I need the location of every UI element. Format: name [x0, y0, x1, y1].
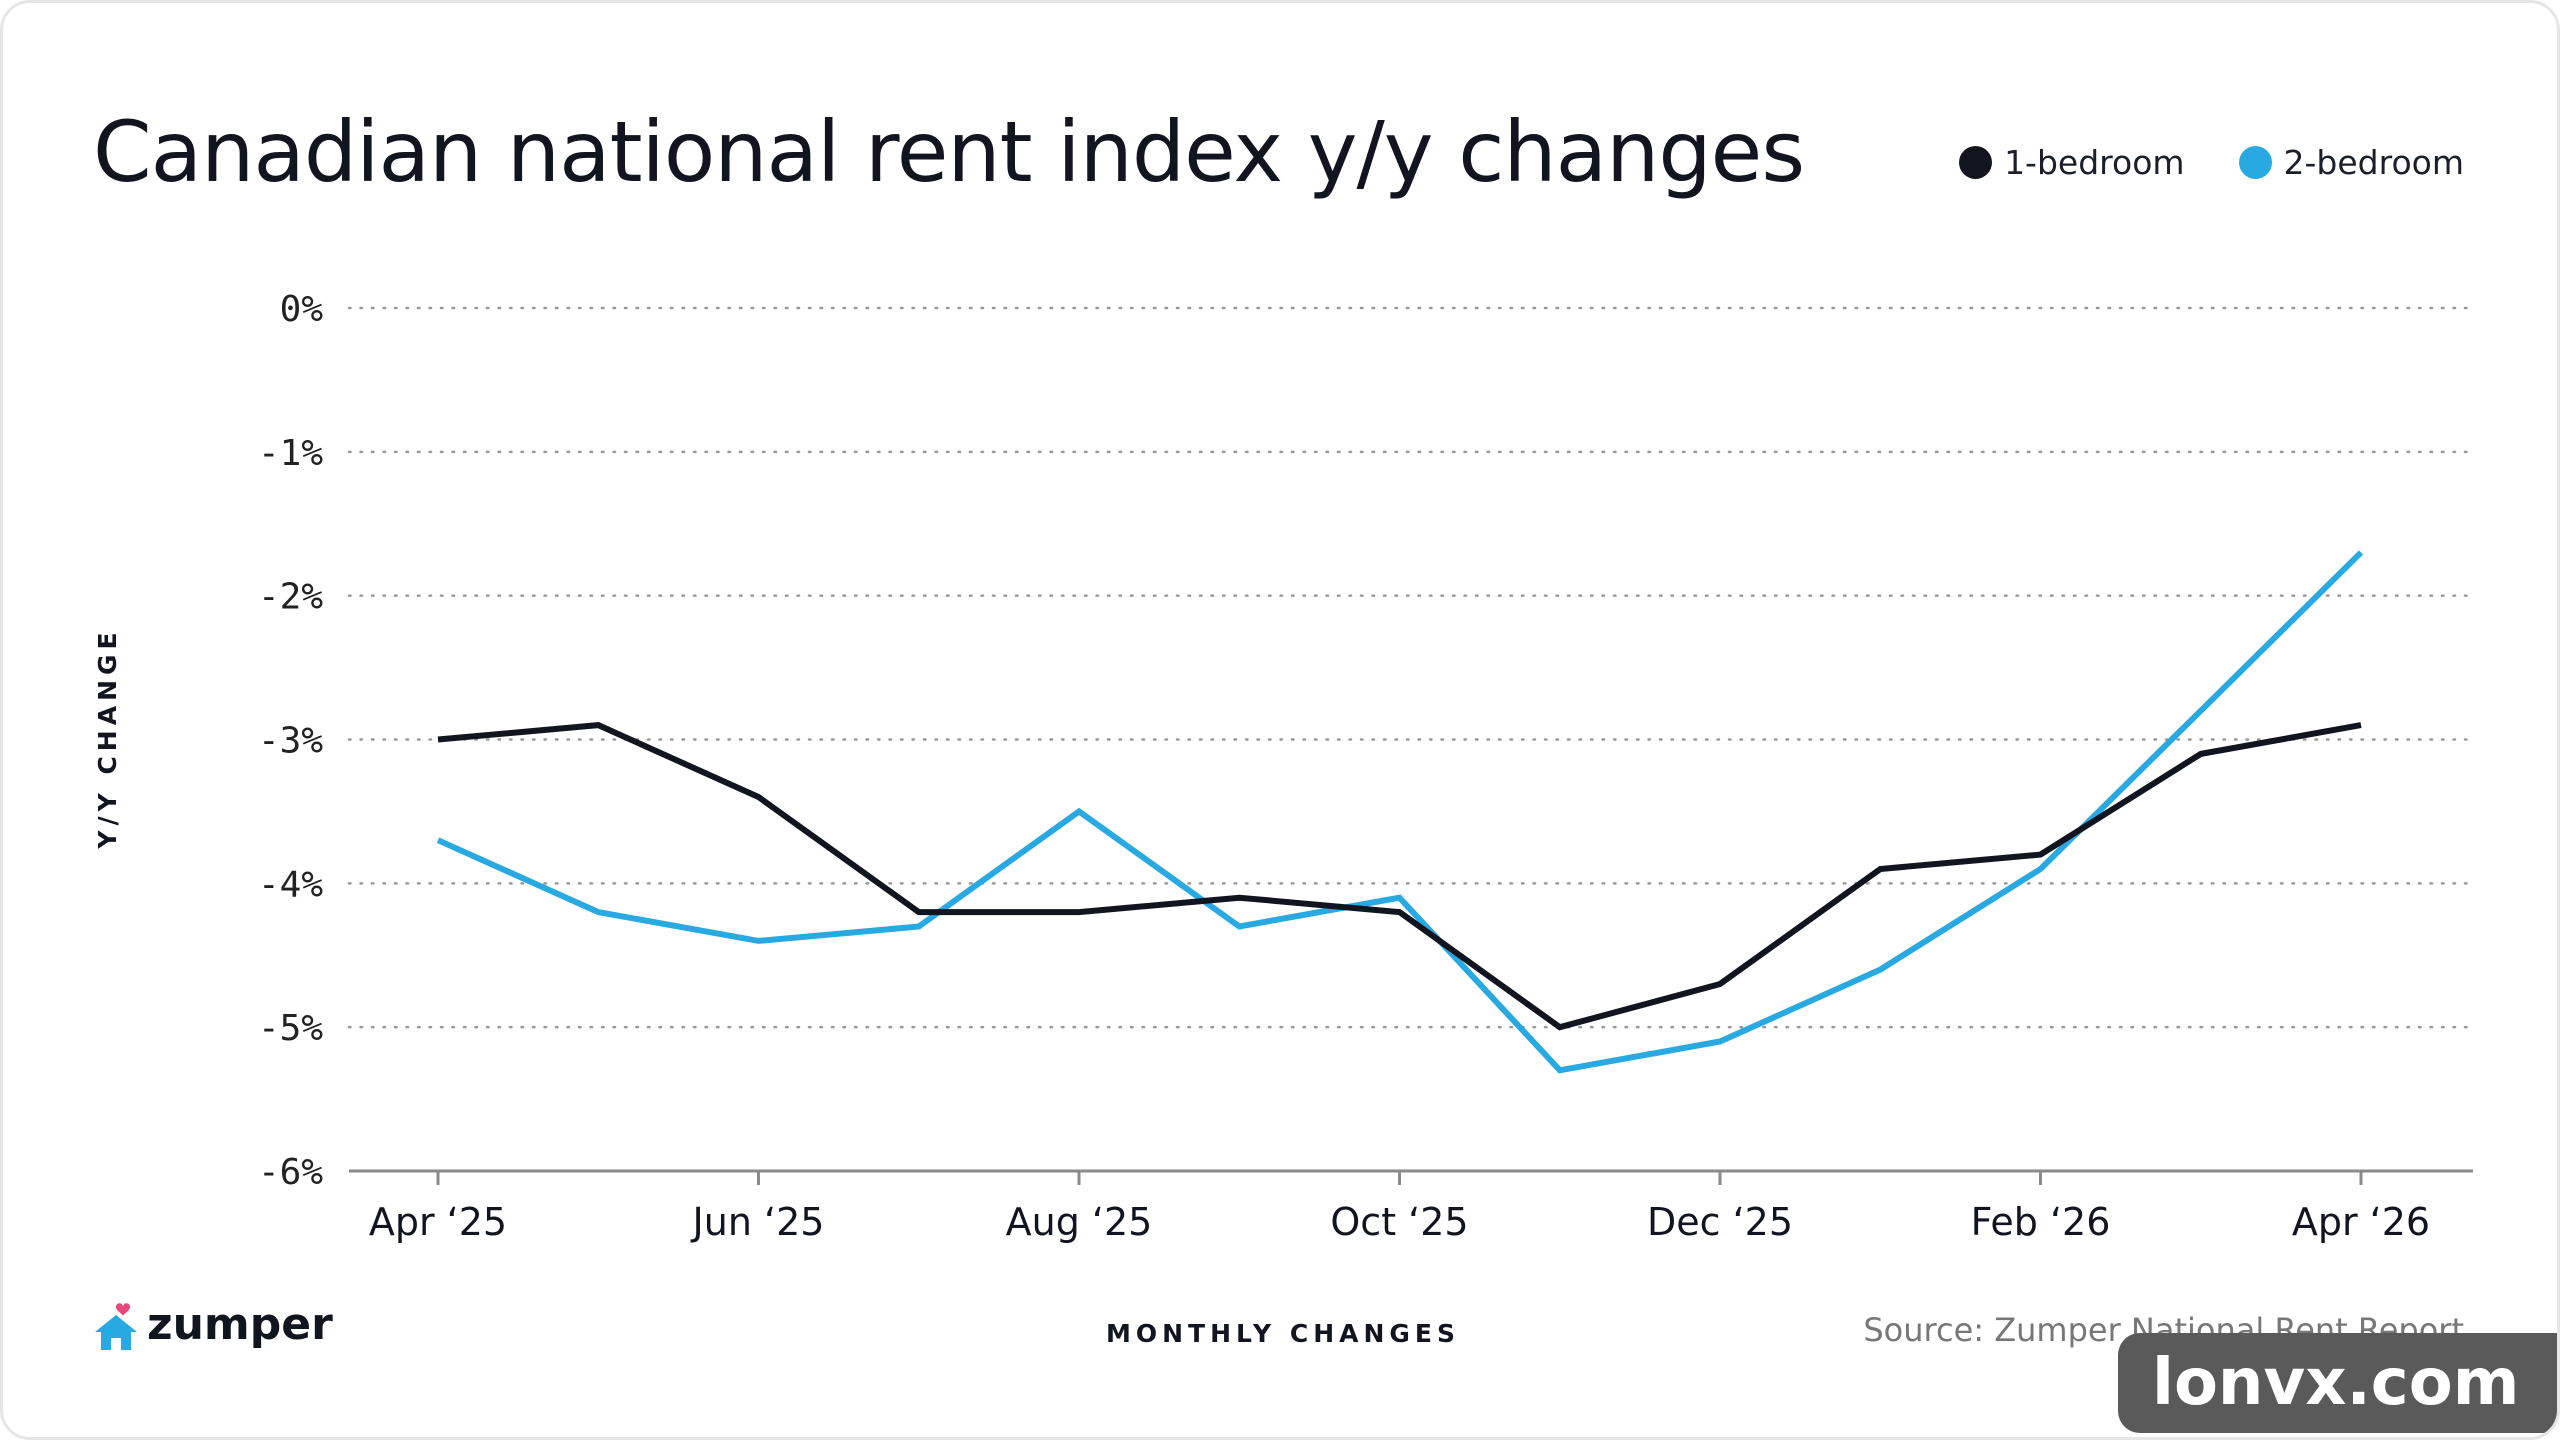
zumper-logo: zumper: [93, 1298, 333, 1350]
x-tick-label: Feb ‘26: [1971, 1200, 2111, 1244]
legend-swatch-2-bedroom: [2238, 146, 2272, 179]
x-tick-label: Dec ‘25: [1647, 1200, 1793, 1244]
legend-item-2-bedroom: 2-bedroom: [2238, 143, 2464, 182]
legend-item-1-bedroom: 1-bedroom: [1959, 143, 2185, 182]
legend-swatch-1-bedroom: [1959, 146, 1993, 179]
y-tick-label: -6%: [258, 1152, 323, 1193]
y-tick-label: 0%: [280, 289, 324, 330]
x-tick-label: Apr ‘25: [369, 1200, 507, 1244]
y-tick-label: -5%: [258, 1008, 323, 1049]
y-tick-label: -2%: [258, 577, 323, 618]
legend-label-1-bedroom: 1-bedroom: [2004, 143, 2185, 182]
line-chart: 0% -1% -2% -3% -4% -5% -6% Apr ‘25 Jun ‘25 Aug ‘2…: [93, 289, 2475, 1348]
y-tick-label: -3%: [258, 721, 323, 762]
y-tick-label: -1%: [258, 433, 323, 474]
house-heart-icon: [95, 1303, 137, 1350]
x-tick-label: Oct ‘25: [1330, 1200, 1468, 1244]
x-axis-title: MONTHLY CHANGES: [1106, 1319, 1460, 1348]
x-tick-label: Apr ‘26: [2292, 1200, 2430, 1244]
y-tick-label: -4%: [258, 864, 323, 905]
series-lines: [436, 550, 2364, 1074]
x-tick-label: Jun ‘25: [691, 1200, 825, 1244]
gridlines: [347, 306, 2475, 1029]
x-tick-label: Aug ‘25: [1006, 1200, 1153, 1244]
axes: 0% -1% -2% -3% -4% -5% -6% Apr ‘25 Jun ‘25 Aug ‘2…: [258, 289, 2473, 1244]
chart-title: Canadian national rent index y/y changes: [93, 103, 1805, 201]
logo-wordmark: zumper: [147, 1298, 333, 1350]
y-axis-title: Y/Y CHANGE: [93, 627, 122, 849]
series-line-2-bedroom: [436, 550, 2364, 1074]
series-line-1-bedroom: [437, 722, 2362, 1031]
legend: 1-bedroom 2-bedroom: [1905, 143, 2464, 182]
watermark: lonvx.com: [2118, 1333, 2557, 1433]
legend-label-2-bedroom: 2-bedroom: [2283, 143, 2464, 182]
